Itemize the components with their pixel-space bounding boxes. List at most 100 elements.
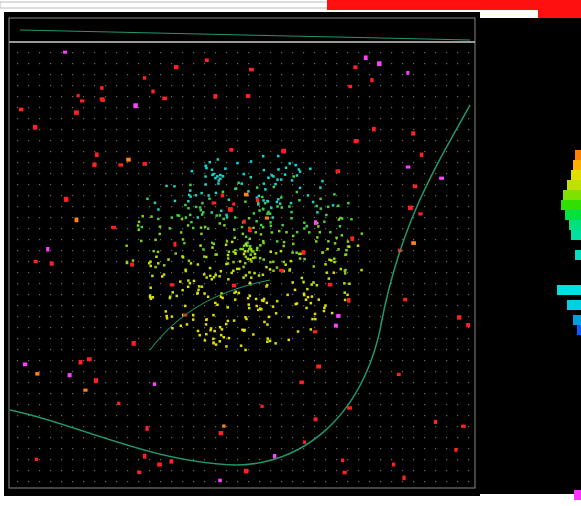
pmt: [226, 162, 228, 164]
pmt: [446, 74, 448, 76]
pmt: [204, 151, 206, 153]
pmt: [28, 272, 30, 274]
pmt: [358, 162, 360, 164]
hist-bar: [575, 150, 581, 160]
pmt: [17, 294, 19, 296]
hit: [189, 195, 192, 198]
pmt: [314, 294, 316, 296]
pmt: [446, 239, 448, 241]
hit: [191, 226, 195, 230]
pmt: [149, 360, 151, 362]
pmt: [314, 338, 316, 340]
pmt: [116, 52, 118, 54]
pmt: [248, 162, 250, 164]
hit: [247, 306, 251, 310]
hit: [35, 372, 40, 376]
pmt: [347, 349, 349, 351]
pmt: [39, 162, 41, 164]
hist-bar: [561, 200, 581, 210]
hit: [343, 272, 347, 275]
pmt: [292, 393, 294, 395]
pmt: [39, 151, 41, 153]
pmt: [292, 272, 294, 274]
hit: [309, 328, 313, 331]
pmt: [237, 250, 239, 252]
pmt: [61, 481, 63, 483]
pmt: [193, 74, 195, 76]
hit: [219, 173, 222, 177]
pmt: [94, 206, 96, 208]
hit: [249, 160, 253, 163]
pmt: [116, 96, 118, 98]
pmt: [358, 415, 360, 417]
pmt: [215, 459, 217, 461]
pmt: [127, 426, 129, 428]
hit: [244, 200, 247, 203]
hit: [324, 304, 327, 307]
pmt: [270, 63, 272, 65]
pmt: [402, 316, 404, 318]
pmt: [160, 305, 162, 307]
pmt: [457, 173, 459, 175]
hit: [194, 194, 198, 197]
pmt: [281, 437, 283, 439]
pmt: [182, 85, 184, 87]
pmt: [457, 294, 459, 296]
pmt: [281, 173, 283, 175]
pmt: [248, 481, 250, 483]
pmt: [116, 63, 118, 65]
hit: [181, 288, 184, 292]
hit: [241, 232, 245, 236]
pmt: [468, 371, 470, 373]
pmt: [281, 316, 283, 318]
pmt: [281, 393, 283, 395]
pmt: [402, 96, 404, 98]
hit: [252, 333, 255, 336]
pmt: [149, 63, 151, 65]
pmt: [204, 404, 206, 406]
pmt: [413, 327, 415, 329]
pmt: [204, 74, 206, 76]
pmt: [424, 85, 426, 87]
pmt: [292, 140, 294, 142]
pmt: [314, 250, 316, 252]
hit: [240, 182, 243, 185]
pmt: [237, 415, 239, 417]
pmt: [160, 338, 162, 340]
hit: [274, 252, 278, 255]
hit: [265, 285, 268, 288]
hit: [196, 291, 199, 295]
pmt: [116, 74, 118, 76]
pmt: [358, 360, 360, 362]
pmt: [50, 63, 52, 65]
hit: [254, 297, 258, 301]
pmt: [61, 448, 63, 450]
pmt: [424, 184, 426, 186]
pmt: [160, 151, 162, 153]
pmt: [193, 360, 195, 362]
pmt: [413, 118, 415, 120]
pmt: [435, 52, 437, 54]
hit: [248, 271, 251, 274]
hit: [204, 164, 207, 168]
pmt: [336, 85, 338, 87]
pmt: [424, 52, 426, 54]
pmt: [325, 272, 327, 274]
hit: [214, 273, 217, 277]
pmt: [369, 228, 371, 230]
hit: [198, 206, 202, 209]
pmt: [138, 481, 140, 483]
pmt: [116, 195, 118, 197]
pmt: [105, 448, 107, 450]
pmt: [83, 382, 85, 384]
pmt: [72, 228, 74, 230]
pmt: [468, 140, 470, 142]
pmt: [325, 393, 327, 395]
pmt: [83, 74, 85, 76]
hit: [338, 224, 342, 228]
pmt: [303, 272, 305, 274]
pmt: [325, 217, 327, 219]
hit: [319, 186, 322, 189]
hit: [317, 225, 320, 228]
hit: [260, 299, 264, 302]
